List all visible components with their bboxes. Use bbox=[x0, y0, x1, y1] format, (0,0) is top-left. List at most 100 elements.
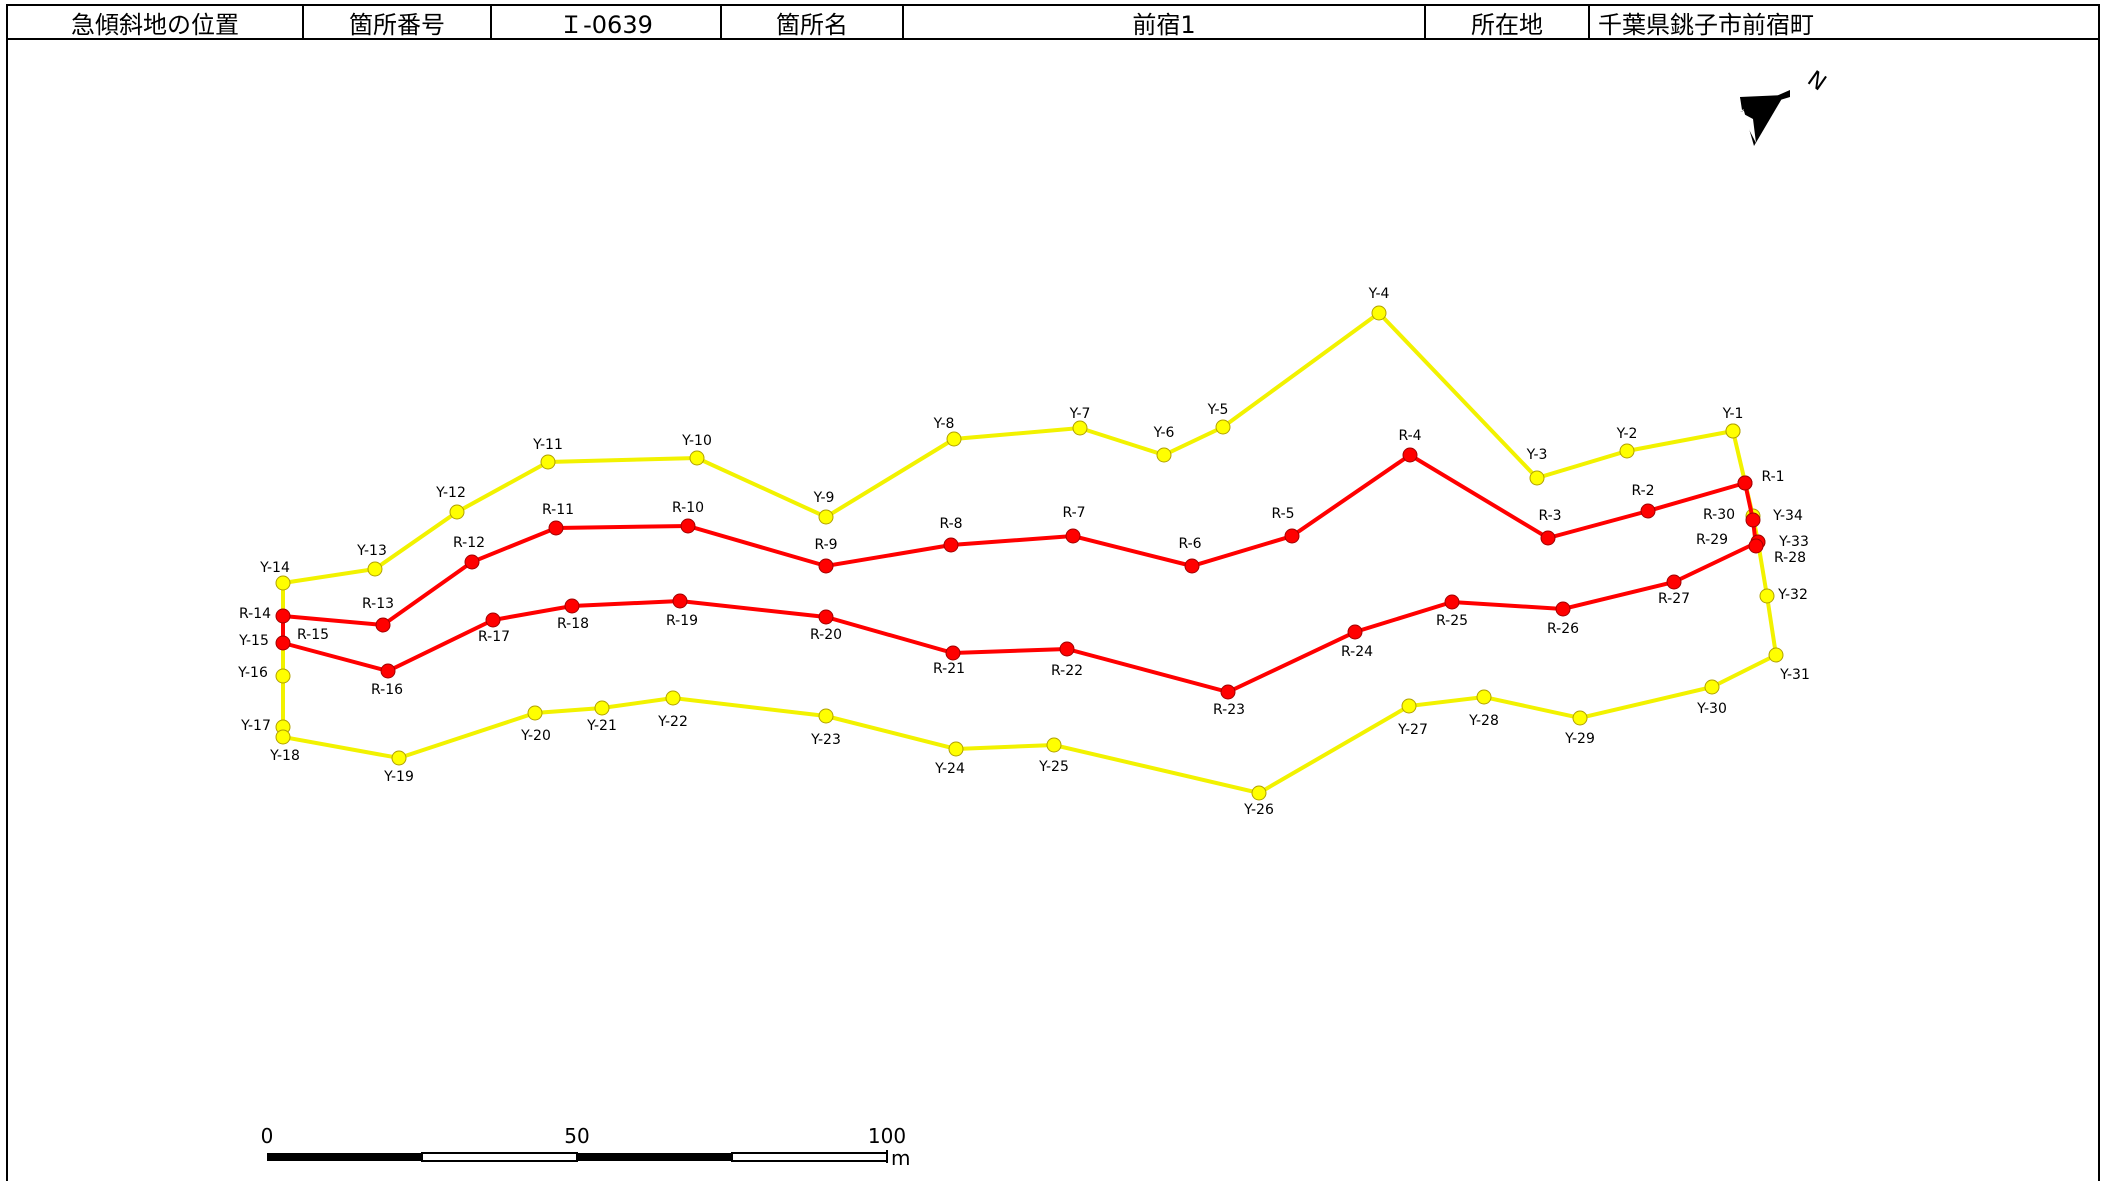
red-upper-point-r-4 bbox=[1402, 447, 1418, 463]
red-upper-point-r-2 bbox=[1640, 503, 1656, 519]
yellow-point-y-10 bbox=[689, 450, 705, 466]
label-y-7: Y-7 bbox=[1069, 406, 1091, 422]
label-y-27: Y-27 bbox=[1397, 722, 1428, 738]
header-cell-location-label: 所在地 bbox=[1426, 6, 1590, 38]
label-y-20: Y-20 bbox=[520, 728, 551, 744]
scale-segment-4 bbox=[731, 1152, 888, 1162]
label-y-13: Y-13 bbox=[356, 543, 387, 559]
yellow-point-y-18 bbox=[275, 729, 291, 745]
yellow-point-y-7 bbox=[1072, 420, 1088, 436]
red-lower-point-r-17 bbox=[485, 612, 501, 628]
red-lower-point-r-1 bbox=[1737, 475, 1753, 491]
label-r-1: R-1 bbox=[1761, 469, 1784, 485]
yellow-point-y-19 bbox=[391, 750, 407, 766]
red-lower-point-r-26 bbox=[1555, 601, 1571, 617]
label-y-28: Y-28 bbox=[1468, 713, 1499, 729]
scale-segment-3 bbox=[577, 1153, 732, 1161]
label-r-23: R-23 bbox=[1213, 702, 1245, 718]
red-upper-point-r-11 bbox=[548, 520, 564, 536]
label-r-12: R-12 bbox=[453, 535, 485, 551]
label-y-10: Y-10 bbox=[681, 433, 712, 449]
red-upper-point-r-7 bbox=[1065, 528, 1081, 544]
red-lower-point-r-15 bbox=[275, 635, 291, 651]
yellow-point-y-28 bbox=[1476, 689, 1492, 705]
yellow-point-y-2 bbox=[1619, 443, 1635, 459]
label-r-3: R-3 bbox=[1538, 508, 1561, 524]
red-lower-point-r-21 bbox=[945, 645, 961, 661]
red-lower-point-r-27 bbox=[1666, 574, 1682, 590]
label-y-33: Y-33 bbox=[1778, 534, 1809, 550]
label-y-24: Y-24 bbox=[934, 761, 965, 777]
north-arrow-label: N bbox=[1803, 66, 1831, 96]
red-lower-line bbox=[282, 482, 1763, 695]
label-r-5: R-5 bbox=[1271, 506, 1294, 522]
yellow-point-y-25 bbox=[1046, 737, 1062, 753]
yellow-point-y-16 bbox=[275, 668, 291, 684]
label-y-9: Y-9 bbox=[813, 490, 835, 506]
red-lower-point-r-23 bbox=[1220, 684, 1236, 700]
label-r-19: R-19 bbox=[666, 613, 698, 629]
header-table: 急傾斜地の位置 箇所番号 Ｉ-0639 箇所名 前宿1 所在地 千葉県銚子市前宿… bbox=[6, 4, 2100, 40]
yellow-point-y-23 bbox=[818, 708, 834, 724]
label-y-17: Y-17 bbox=[240, 718, 271, 734]
red-lower-point-r-19 bbox=[672, 593, 688, 609]
label-y-8: Y-8 bbox=[933, 416, 955, 432]
yellow-point-y-9 bbox=[818, 509, 834, 525]
label-y-3: Y-3 bbox=[1526, 447, 1548, 463]
scale-unit: m bbox=[891, 1146, 910, 1170]
yellow-point-y-20 bbox=[527, 705, 543, 721]
label-y-1: Y-1 bbox=[1722, 406, 1744, 422]
red-lower-point-r-18 bbox=[564, 598, 580, 614]
red-upper-point-r-12 bbox=[464, 554, 480, 570]
label-r-6: R-6 bbox=[1178, 536, 1201, 552]
yellow-point-y-12 bbox=[449, 504, 465, 520]
header-cell-id-value: Ｉ-0639 bbox=[492, 6, 722, 38]
label-y-31: Y-31 bbox=[1779, 667, 1810, 683]
label-r-20: R-20 bbox=[810, 627, 842, 643]
label-y-22: Y-22 bbox=[657, 714, 688, 730]
yellow-point-y-24 bbox=[948, 741, 964, 757]
label-y-5: Y-5 bbox=[1207, 402, 1229, 418]
label-y-19: Y-19 bbox=[383, 769, 414, 785]
label-y-29: Y-29 bbox=[1564, 731, 1595, 747]
label-r-4: R-4 bbox=[1398, 428, 1421, 444]
header-cell-name-label: 箇所名 bbox=[722, 6, 904, 38]
label-y-6: Y-6 bbox=[1153, 425, 1175, 441]
yellow-point-y-31 bbox=[1768, 647, 1784, 663]
yellow-line bbox=[281, 310, 1779, 796]
label-r-17: R-17 bbox=[478, 629, 510, 645]
north-arrow-icon: N bbox=[1740, 66, 1830, 146]
label-y-25: Y-25 bbox=[1038, 759, 1069, 775]
label-y-32: Y-32 bbox=[1777, 587, 1808, 603]
red-boundary bbox=[275, 447, 1766, 700]
label-r-29: R-29 bbox=[1696, 532, 1728, 548]
label-y-16: Y-16 bbox=[237, 665, 268, 681]
yellow-point-y-14 bbox=[275, 575, 291, 591]
scale-bar: 0 50 100 m bbox=[261, 1124, 911, 1170]
label-r-11: R-11 bbox=[542, 502, 574, 518]
label-y-34: Y-34 bbox=[1772, 508, 1803, 524]
yellow-point-y-4 bbox=[1371, 305, 1387, 321]
label-r-26: R-26 bbox=[1547, 621, 1579, 637]
label-r-8: R-8 bbox=[939, 516, 962, 532]
label-y-14: Y-14 bbox=[259, 560, 290, 576]
label-r-2: R-2 bbox=[1631, 483, 1654, 499]
header-cell-location-value: 千葉県銚子市前宿町 bbox=[1598, 10, 1814, 39]
yellow-point-y-27 bbox=[1401, 698, 1417, 714]
red-lower-point-r-24 bbox=[1347, 624, 1363, 640]
label-r-13: R-13 bbox=[362, 596, 394, 612]
label-r-18: R-18 bbox=[557, 616, 589, 632]
red-upper-point-r-10 bbox=[680, 518, 696, 534]
label-r-27: R-27 bbox=[1658, 591, 1690, 607]
red-upper-point-r-9 bbox=[818, 558, 834, 574]
yellow-point-y-29 bbox=[1572, 710, 1588, 726]
label-y-21: Y-21 bbox=[586, 718, 617, 734]
yellow-point-y-6 bbox=[1156, 447, 1172, 463]
yellow-point-y-26 bbox=[1251, 785, 1267, 801]
yellow-point-y-3 bbox=[1529, 470, 1545, 486]
label-y-11: Y-11 bbox=[532, 437, 563, 453]
point-labels: Y-1 Y-2 Y-3 Y-4 Y-5 Y-6 Y-7 Y-8 Y-9 Y-10 Y-11 Y-12 Y… bbox=[237, 286, 1810, 818]
scale-tick-0: 0 bbox=[261, 1124, 274, 1148]
header-cell-name-value: 前宿1 bbox=[904, 6, 1426, 38]
